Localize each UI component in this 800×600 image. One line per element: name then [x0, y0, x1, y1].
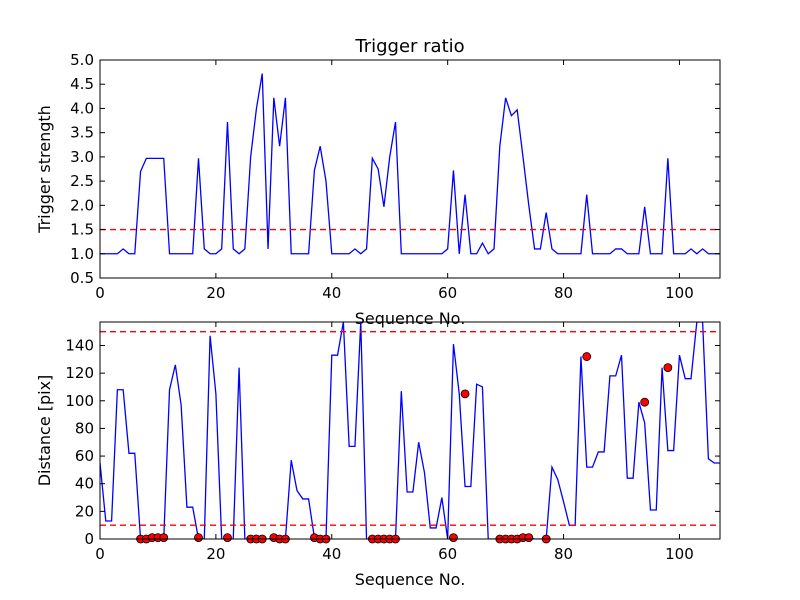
y-tick-label: 1.0 [70, 245, 94, 263]
y-tick-label: 4.0 [70, 99, 94, 117]
y-tick-label: 5.0 [70, 51, 94, 69]
data-point-marker [460, 389, 470, 399]
y-tick-label: 1.5 [70, 221, 94, 239]
y-axis-label: Trigger strength [35, 105, 54, 234]
y-axis-label: Distance [pix] [35, 375, 54, 487]
x-tick-label: 40 [322, 284, 341, 302]
x-tick-label: 40 [322, 545, 341, 563]
x-tick-label: 60 [438, 284, 457, 302]
y-tick-label: 0.5 [70, 269, 94, 287]
y-tick-label: 2.5 [70, 172, 94, 190]
y-tick-label: 60 [75, 447, 94, 465]
axes-frame [99, 321, 721, 540]
x-tick-label: 80 [554, 284, 573, 302]
x-tick-label: 60 [438, 545, 457, 563]
y-tick-label: 3.5 [70, 124, 94, 142]
chart-title: Trigger ratio [354, 36, 464, 57]
y-tick-label: 120 [65, 364, 94, 382]
data-point-marker [194, 533, 203, 543]
axes-frame [99, 59, 721, 279]
x-tick-label: 0 [95, 284, 105, 302]
data-point-marker [159, 533, 169, 543]
y-tick-label: 0 [84, 530, 94, 548]
data-point-marker [223, 533, 232, 543]
data-point-marker [524, 533, 534, 543]
data-series-line [100, 73, 720, 255]
y-tick-label: 3.0 [70, 148, 94, 166]
x-axis-label: Sequence No. [355, 309, 466, 328]
data-point-marker [582, 352, 592, 361]
data-point-marker [640, 397, 650, 407]
y-tick-label: 4.5 [70, 75, 94, 93]
y-tick-label: 2.0 [70, 196, 94, 214]
x-tick-label: 20 [206, 284, 225, 302]
plot-area [100, 322, 720, 544]
plot-area [100, 73, 720, 255]
trigger-ratio-panel: Trigger ratio Sequence No. Trigger stren… [35, 36, 721, 328]
x-axis-label: Sequence No. [355, 570, 466, 589]
axis-ticks: 0 20 40 60 80 100 0 20 40 60 80 100 120 140 [65, 322, 720, 563]
x-tick-label: 0 [95, 545, 105, 563]
axis-ticks: 0 20 40 60 80 100 0.5 1.0 1.5 2.0 2.5 3.0 3.5 4.0 4.5 5… [70, 51, 720, 302]
x-tick-label: 80 [554, 545, 573, 563]
x-tick-label: 100 [665, 545, 694, 563]
y-tick-label: 140 [65, 336, 94, 354]
data-point-marker [663, 363, 673, 373]
distance-panel: Sequence No. Distance [pix] 0 20 40 60 80 100… [35, 321, 721, 589]
y-tick-label: 100 [65, 392, 94, 410]
x-tick-label: 100 [665, 284, 694, 302]
data-series-line [100, 322, 720, 539]
x-tick-label: 20 [206, 545, 225, 563]
y-tick-label: 20 [75, 502, 94, 520]
y-tick-label: 40 [75, 475, 94, 493]
data-point-marker [449, 533, 458, 543]
y-tick-label: 80 [75, 419, 94, 437]
